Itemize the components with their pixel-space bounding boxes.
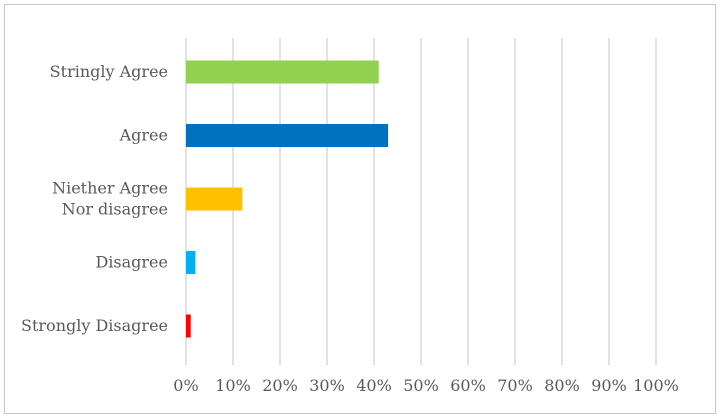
bar [186,60,379,84]
category-label: Niether Agree [52,179,168,198]
x-axis-tick-labels: 0% 10% 20% 30% 40% 50% 60% 70% 80% 90% 100% [173,376,679,395]
category-label: Strongly Disagree [21,316,168,335]
category-label: Agree [119,126,168,145]
bar [186,314,191,338]
x-tick-label: 70% [497,376,533,395]
category-label: Nor disagree [62,200,168,219]
x-tick-label: 90% [591,376,627,395]
x-tick-label: 60% [450,376,486,395]
gridlines [185,38,657,365]
bar [186,124,389,147]
x-tick-label: 80% [544,376,580,395]
category-label: Stringly Agree [50,62,168,81]
x-tick-label: 30% [309,376,345,395]
x-tick-label: 10% [215,376,251,395]
x-tick-label: 0% [173,376,198,395]
bar [186,251,196,274]
bars [186,60,389,338]
bar [186,187,243,211]
x-tick-label: 20% [262,376,298,395]
x-tick-label: 100% [633,376,679,395]
category-label: Disagree [95,253,168,272]
x-tick-label: 40% [356,376,392,395]
category-labels: Stringly Agree Agree Niether Agree Nor disa… [21,62,168,335]
x-tick-label: 50% [403,376,439,395]
